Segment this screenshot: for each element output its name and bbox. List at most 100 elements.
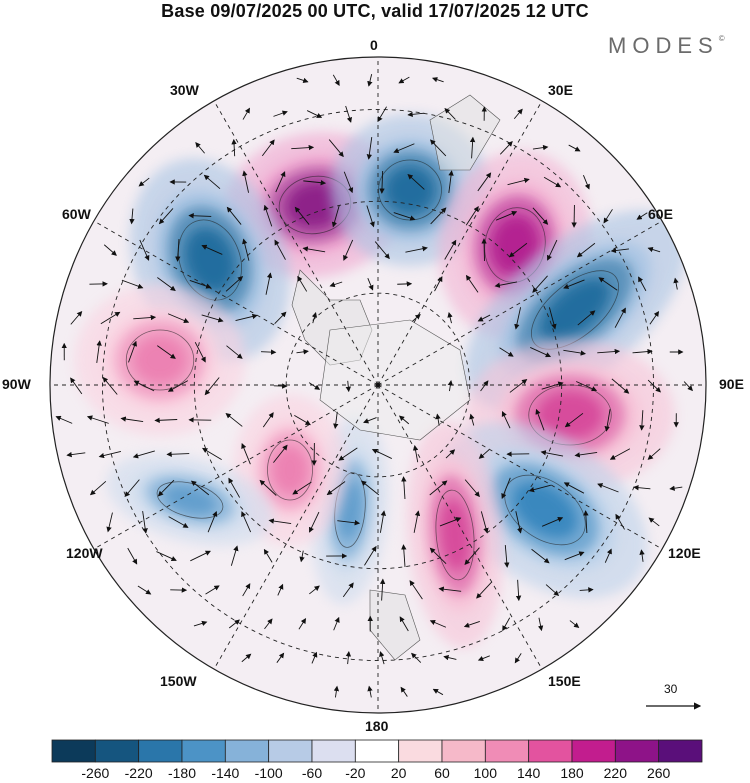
colorbar-tick-label: -220 xyxy=(124,765,153,781)
wind-arrow xyxy=(610,247,629,254)
wind-arrow xyxy=(495,211,518,221)
wind-arrow xyxy=(259,479,277,496)
wind-arrow xyxy=(438,586,462,592)
wind-arrow xyxy=(157,345,176,359)
wind-arrow xyxy=(167,380,189,392)
colorbar-tick-label: -140 xyxy=(211,765,240,781)
wind-arrow xyxy=(377,106,387,123)
wind-arrow xyxy=(537,617,544,632)
wind-arrow xyxy=(328,139,344,158)
wind-arrow xyxy=(138,177,150,187)
wind-arrow xyxy=(367,685,373,698)
wind-arrow xyxy=(507,177,530,186)
wind-arrow xyxy=(89,480,107,496)
wind-arrow xyxy=(603,209,613,224)
wind-arrow xyxy=(273,110,288,117)
wind-arrow xyxy=(203,174,221,190)
wind-arrow xyxy=(303,179,327,186)
wind-arrow xyxy=(190,480,210,496)
wind-arrow xyxy=(597,348,621,355)
wind-arrow xyxy=(260,349,277,355)
wind-arrow xyxy=(515,579,522,602)
wind-arrow xyxy=(504,545,510,568)
wind-arrow xyxy=(411,652,422,663)
wind-arrow xyxy=(465,206,479,226)
wind-arrow xyxy=(583,510,589,534)
wind-arrow xyxy=(429,480,448,496)
colorbar-tick-label: -180 xyxy=(167,765,197,781)
wind-arrow xyxy=(302,246,326,253)
wind-arrow xyxy=(188,213,212,219)
meridian-label: 30E xyxy=(548,82,573,98)
wind-arrow xyxy=(469,413,475,426)
wind-arrow xyxy=(345,651,352,665)
wind-arrow xyxy=(374,241,390,260)
wind-arrow xyxy=(309,511,320,533)
wind-arrow xyxy=(364,545,377,566)
wind-arrow xyxy=(614,307,626,328)
wind-arrow xyxy=(673,277,679,290)
wind-arrow xyxy=(274,311,287,325)
wind-arrow xyxy=(132,450,155,459)
colorbar-tick-label: 60 xyxy=(434,765,450,781)
wind-arrow xyxy=(648,517,660,527)
wind-arrow xyxy=(242,238,250,261)
wind-arrow xyxy=(299,550,305,563)
wind-arrow xyxy=(576,242,596,258)
wind-arrow xyxy=(175,238,181,262)
colorbar-tick-label: 260 xyxy=(646,765,671,781)
wind-arrow xyxy=(157,277,176,292)
wind-arrow xyxy=(499,140,513,155)
wind-arrow xyxy=(345,105,353,123)
wind-arrow xyxy=(413,510,421,533)
wind-arrow xyxy=(379,510,386,533)
colorbar-tick-label: 220 xyxy=(603,765,628,781)
wind-arrow xyxy=(431,77,444,83)
wind-arrow xyxy=(429,139,447,157)
wind-arrow xyxy=(342,582,354,598)
wind-arrow xyxy=(481,238,487,262)
meridian-line xyxy=(213,100,379,386)
colorbar-segment xyxy=(484,739,530,763)
meridian-label: 60W xyxy=(62,206,91,222)
wind-arrow xyxy=(647,448,661,460)
colorbar-tick-label: -100 xyxy=(254,765,283,781)
wind-arrow xyxy=(296,349,309,355)
colorbar-tick-label: 140 xyxy=(516,765,541,781)
wind-arrow xyxy=(273,444,288,463)
wind-arrow xyxy=(202,447,222,461)
wind-arrow xyxy=(66,451,86,458)
wind-arrow xyxy=(477,314,491,322)
wind-arrow xyxy=(478,449,490,459)
wind-arrow xyxy=(133,314,157,321)
wind-arrow xyxy=(291,144,315,151)
wind-arrow xyxy=(311,312,318,324)
wind-arrow xyxy=(447,311,453,324)
wind-arrow xyxy=(129,208,135,225)
wind-arrow xyxy=(367,278,374,291)
wind-arrow xyxy=(532,207,549,225)
wind-arrow xyxy=(548,307,557,330)
wind-arrow xyxy=(649,311,660,325)
wind-arrow xyxy=(429,547,447,565)
wind-arrow xyxy=(443,654,457,661)
wind-arrow xyxy=(412,314,421,322)
wind-arrow xyxy=(501,477,511,500)
colorbar-segment xyxy=(224,739,270,763)
colorbar-segment xyxy=(311,739,356,763)
wind-arrow xyxy=(333,616,340,631)
wind-arrow xyxy=(576,381,598,392)
wind-arrow xyxy=(530,347,552,358)
wind-arrow xyxy=(205,585,220,595)
wind-arrow xyxy=(399,616,409,632)
reference-vector-label: 30 xyxy=(664,682,678,696)
colorbar-segment xyxy=(268,739,313,763)
wind-arrow xyxy=(532,275,548,293)
colorbar-tick-label: 100 xyxy=(473,765,498,781)
wind-arrow xyxy=(274,239,286,260)
wind-arrow xyxy=(242,170,249,193)
wind-arrow xyxy=(532,144,549,151)
wind-arrow xyxy=(226,206,242,225)
wind-arrow xyxy=(265,272,273,295)
